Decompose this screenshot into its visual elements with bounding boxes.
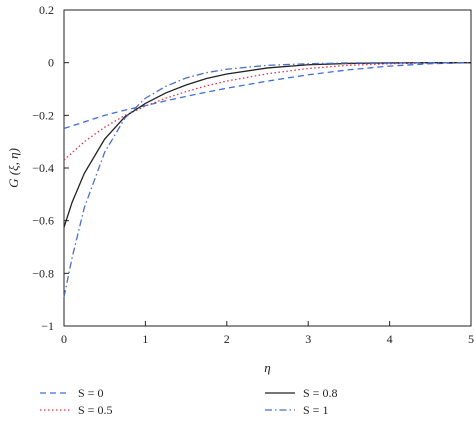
x-tick-label: 4	[387, 332, 393, 346]
y-tick-label: −1	[41, 319, 54, 333]
legend: S = 0 S = 0.8 S = 0.5 S = 1	[40, 386, 337, 417]
y-tick-label: 0.2	[39, 3, 54, 17]
x-axis-label: η	[264, 360, 270, 375]
legend-label-1: S = 0	[78, 386, 103, 400]
y-axis-label: G (ξ, η)	[6, 148, 21, 188]
y-tick-label: 0	[48, 56, 54, 70]
x-tick-label: 5	[468, 332, 474, 346]
ticks-layer: 0 1 2 3 4 5 0.2 0 −0.2 −0.4 −0.6 −0.8 −1	[32, 3, 474, 346]
legend-label-3: S = 0.8	[303, 386, 337, 400]
y-tick-label: −0.4	[32, 161, 54, 175]
plot-frame	[63, 9, 472, 327]
legend-label-2: S = 0.5	[78, 403, 112, 417]
series-line-4	[63, 62, 471, 298]
y-tick-label: −0.2	[32, 108, 54, 122]
y-tick-label: −0.6	[32, 214, 54, 228]
x-tick-label: 2	[224, 332, 230, 346]
series-layer	[63, 62, 472, 298]
x-tick-label: 1	[142, 332, 148, 346]
legend-label-4: S = 1	[303, 403, 328, 417]
x-tick-label: 3	[305, 332, 311, 346]
x-tick-label: 0	[61, 332, 67, 346]
y-tick-label: −0.8	[32, 266, 54, 280]
series-line-2	[63, 62, 472, 161]
series-line-3	[63, 62, 471, 228]
